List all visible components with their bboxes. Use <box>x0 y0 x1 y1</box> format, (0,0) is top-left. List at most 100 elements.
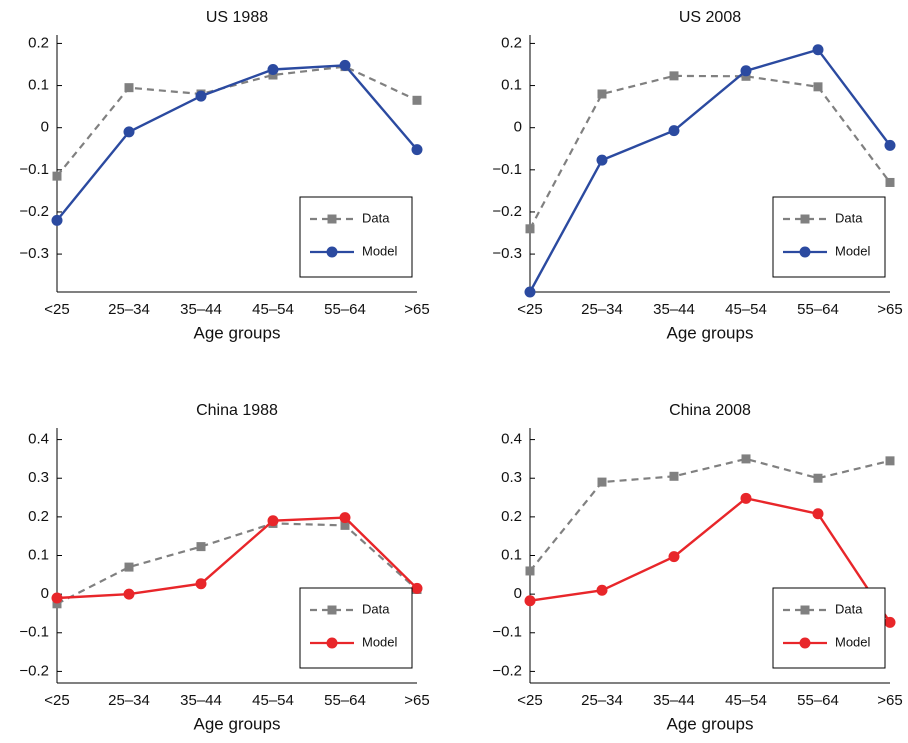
chart-panel: US 1988 −0.3 −0.2 −0.1 0 0.1 0.2 <25 25–34 35–44 4… <box>19 9 429 342</box>
x-tick-label: <25 <box>517 692 542 709</box>
x-tick-label: 25–34 <box>108 301 150 318</box>
x-tick-label: 35–44 <box>653 301 695 318</box>
marker <box>412 95 422 105</box>
series-line <box>529 457 891 572</box>
marker <box>340 520 350 530</box>
legend-label: Model <box>362 243 398 258</box>
x-axis-label: Age groups <box>194 323 281 342</box>
y-tick-label: 0.2 <box>28 508 49 525</box>
marker <box>597 477 607 487</box>
legend-marker <box>327 214 337 224</box>
marker <box>597 89 607 99</box>
legend-label: Model <box>835 243 871 258</box>
legend-box <box>299 587 413 669</box>
marker <box>813 473 823 483</box>
marker <box>52 599 62 609</box>
legend-marker <box>800 214 810 224</box>
marker <box>267 64 279 76</box>
legend-marker <box>800 605 810 615</box>
chart-title: China 2008 <box>669 402 751 419</box>
marker <box>525 224 535 234</box>
series-line <box>56 516 418 600</box>
marker <box>124 562 134 572</box>
marker <box>884 616 896 628</box>
chart-panel: China 2008 −0.2 −0.1 0 0.1 0.2 0.3 0.4 <25 25–34 3… <box>492 402 902 733</box>
marker <box>195 90 207 102</box>
x-tick-label: 35–44 <box>653 692 695 709</box>
marker <box>596 584 608 596</box>
x-tick-label: 45–54 <box>725 301 767 318</box>
chart-title: China 1988 <box>196 402 278 419</box>
y-tick-label: −0.1 <box>19 624 49 641</box>
legend-box <box>772 196 886 278</box>
marker <box>524 595 536 607</box>
legend-marker <box>327 605 337 615</box>
x-tick-label: 55–64 <box>324 692 366 709</box>
x-tick-label: >65 <box>404 692 429 709</box>
x-tick-label: 35–44 <box>180 692 222 709</box>
legend-box <box>299 196 413 278</box>
marker <box>596 154 608 166</box>
x-tick-label: 25–34 <box>581 301 623 318</box>
y-tick-label: −0.2 <box>19 203 49 220</box>
series-line <box>56 64 418 222</box>
x-tick-label: <25 <box>44 692 69 709</box>
marker <box>411 582 423 594</box>
marker <box>124 83 134 93</box>
chart-panel: US 2008 −0.3 −0.2 −0.1 0 0.1 0.2 <25 25–34 35–44 4… <box>492 9 902 342</box>
legend-marker <box>799 637 811 649</box>
y-tick-label: 0.4 <box>28 431 49 448</box>
y-tick-label: −0.1 <box>492 624 522 641</box>
legend-marker <box>799 246 811 258</box>
x-tick-label: 25–34 <box>581 692 623 709</box>
y-tick-label: 0.2 <box>28 34 49 51</box>
marker <box>123 588 135 600</box>
marker <box>668 551 680 563</box>
x-axis-label: Age groups <box>194 714 281 733</box>
y-tick-label: −0.2 <box>19 662 49 679</box>
series-line <box>528 48 891 293</box>
marker <box>411 144 423 156</box>
marker <box>525 566 535 576</box>
chart-title: US 1988 <box>206 9 268 26</box>
legend-marker <box>326 246 338 258</box>
series-line <box>529 497 891 623</box>
marker <box>740 492 752 504</box>
x-axis-label: Age groups <box>667 323 754 342</box>
y-tick-label: 0.1 <box>28 546 49 563</box>
marker <box>52 171 62 181</box>
marker <box>123 126 135 138</box>
x-tick-label: 55–64 <box>324 301 366 318</box>
legend-label: Data <box>362 210 390 225</box>
marker <box>885 177 895 187</box>
y-tick-label: 0 <box>514 119 522 136</box>
x-tick-label: 55–64 <box>797 301 839 318</box>
legend: Data Model <box>299 196 413 278</box>
marker <box>813 82 823 92</box>
marker <box>669 71 679 81</box>
marker <box>196 542 206 552</box>
marker <box>339 512 351 524</box>
x-tick-label: >65 <box>877 692 902 709</box>
y-tick-label: −0.3 <box>492 245 522 262</box>
marker <box>741 454 751 464</box>
legend-label: Model <box>362 634 398 649</box>
marker <box>51 214 63 226</box>
legend: Data Model <box>772 587 886 669</box>
legend-label: Model <box>835 634 871 649</box>
y-tick-label: 0 <box>514 585 522 602</box>
y-tick-label: 0.4 <box>501 431 522 448</box>
x-tick-label: 35–44 <box>180 301 222 318</box>
y-tick-label: 0.2 <box>501 34 522 51</box>
marker <box>669 471 679 481</box>
x-tick-label: <25 <box>517 301 542 318</box>
x-tick-label: >65 <box>404 301 429 318</box>
marker <box>267 515 279 527</box>
legend-label: Data <box>835 601 863 616</box>
x-axis-label: Age groups <box>667 714 754 733</box>
legend-box <box>772 587 886 669</box>
y-tick-label: 0 <box>41 585 49 602</box>
x-tick-label: 45–54 <box>725 692 767 709</box>
x-tick-label: 45–54 <box>252 301 294 318</box>
y-tick-label: 0.2 <box>501 508 522 525</box>
